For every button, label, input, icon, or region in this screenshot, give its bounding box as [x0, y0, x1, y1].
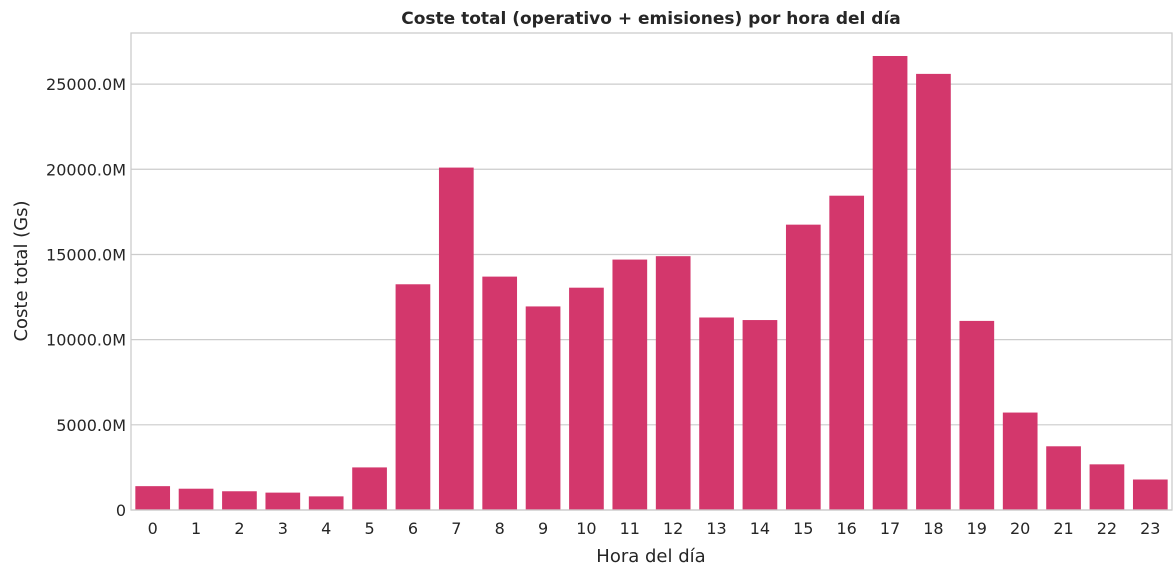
y-axis-label: Coste total (Gs) [11, 200, 32, 341]
bar-hour-14 [742, 320, 778, 510]
bars-layer [135, 55, 1168, 510]
bar-hour-5 [352, 467, 387, 510]
bar-hour-21 [1046, 446, 1081, 510]
x-tick-label: 20 [1010, 519, 1030, 538]
x-tick-label: 22 [1097, 519, 1117, 538]
chart-title: Coste total (operativo + emisiones) por … [401, 9, 901, 29]
x-tick-label: 12 [663, 519, 683, 538]
x-axis-label: Hora del día [596, 546, 705, 567]
x-tick-label: 18 [923, 519, 943, 538]
bar-hour-22 [1089, 464, 1125, 510]
x-tick-labels: 0 1 2 3 4 5 6 7 8 9 10 11 12 13 14 15 16 17 18 19 20 21 22 23 [148, 519, 1161, 538]
y-tick-label: 10000.0M [46, 331, 126, 350]
bar-hour-23 [1132, 479, 1168, 510]
x-tick-label: 6 [408, 519, 418, 538]
y-tick-label: 5000.0M [56, 416, 126, 435]
y-tick-label: 25000.0M [46, 75, 126, 94]
x-tick-label: 23 [1140, 519, 1160, 538]
bar-hour-2 [222, 491, 257, 510]
bar-hour-19 [959, 320, 995, 510]
x-tick-label: 3 [278, 519, 288, 538]
bar-hour-0 [135, 486, 171, 510]
plot-frame [130, 32, 1173, 511]
x-tick-label: 13 [706, 519, 726, 538]
bar-hour-3 [265, 492, 301, 510]
x-tick-label: 9 [538, 519, 548, 538]
x-tick-label: 8 [495, 519, 505, 538]
y-tick-label: 0 [116, 501, 126, 520]
bar-hour-7 [438, 167, 474, 510]
bar-hour-11 [612, 259, 648, 510]
bar-hour-15 [785, 224, 821, 510]
bar-hour-20 [1002, 412, 1038, 510]
bar-hour-17 [872, 55, 908, 510]
bar-hour-4 [308, 496, 344, 510]
x-tick-label: 21 [1053, 519, 1073, 538]
bar-hour-9 [525, 306, 561, 510]
x-tick-label: 10 [576, 519, 596, 538]
x-tick-label: 2 [234, 519, 244, 538]
bar-hour-18 [916, 73, 951, 510]
x-tick-label: 16 [837, 519, 857, 538]
x-tick-label: 19 [967, 519, 987, 538]
y-tick-label: 20000.0M [46, 160, 126, 179]
y-tick-label: 15000.0M [46, 245, 126, 264]
x-tick-label: 4 [321, 519, 331, 538]
bar-hour-16 [829, 195, 865, 510]
x-tick-label: 11 [620, 519, 640, 538]
x-tick-label: 5 [364, 519, 374, 538]
y-tick-labels: 0 5000.0M 10000.0M 15000.0M 20000.0M 25000.0M [46, 75, 126, 520]
x-tick-label: 14 [750, 519, 770, 538]
bar-hour-1 [178, 488, 214, 510]
x-tick-label: 15 [793, 519, 813, 538]
x-tick-label: 1 [191, 519, 201, 538]
x-tick-label: 0 [148, 519, 158, 538]
bar-hour-12 [655, 256, 691, 510]
bar-hour-10 [569, 287, 604, 510]
bar-hour-13 [699, 317, 734, 510]
bar-hour-6 [395, 284, 431, 510]
x-tick-label: 17 [880, 519, 900, 538]
x-tick-label: 7 [451, 519, 461, 538]
bar-hour-8 [482, 276, 518, 510]
